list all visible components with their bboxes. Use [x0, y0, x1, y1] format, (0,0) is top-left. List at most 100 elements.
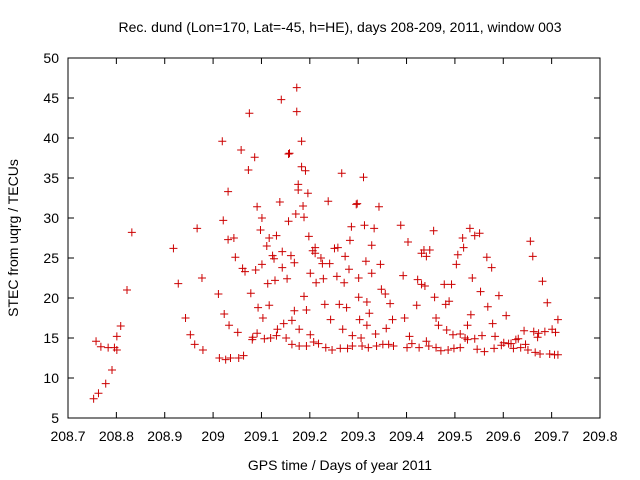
- data-point: [494, 291, 503, 300]
- data-point: [226, 354, 235, 362]
- data-point: [181, 314, 190, 322]
- data-point: [353, 199, 362, 208]
- data-point: [248, 333, 257, 342]
- x-tick-label: 208.8: [99, 428, 134, 444]
- data-point: [272, 231, 281, 240]
- data-point: [488, 319, 497, 328]
- data-point: [273, 325, 282, 334]
- data-point: [480, 347, 489, 356]
- data-point: [490, 344, 499, 353]
- x-tick-label: 208.7: [50, 428, 85, 444]
- data-point: [540, 327, 549, 336]
- data-point: [112, 346, 121, 354]
- data-point: [314, 339, 323, 348]
- data-point: [290, 258, 299, 267]
- data-point: [352, 200, 361, 209]
- data-point: [285, 149, 294, 158]
- data-point: [89, 394, 98, 403]
- data-point: [365, 309, 374, 318]
- data-point: [279, 319, 288, 328]
- data-point: [364, 343, 373, 352]
- x-axis-label: GPS time / Days of year 2011: [248, 457, 432, 473]
- data-point: [268, 251, 277, 260]
- data-point: [174, 279, 183, 288]
- y-tick-label: 20: [43, 290, 59, 306]
- data-point: [374, 202, 383, 211]
- data-point: [533, 333, 542, 342]
- data-point: [463, 335, 472, 344]
- data-point: [360, 221, 369, 230]
- tick-marks: [67, 57, 601, 419]
- data-point: [338, 325, 347, 334]
- data-point: [348, 342, 357, 350]
- data-point: [417, 280, 426, 289]
- data-point: [294, 186, 303, 194]
- data-point: [112, 332, 121, 341]
- data-point: [507, 339, 516, 348]
- data-point: [233, 328, 242, 337]
- data-point: [220, 310, 229, 318]
- data-point: [321, 343, 330, 352]
- data-point: [270, 276, 279, 285]
- data-point: [424, 342, 433, 350]
- data-point: [523, 346, 532, 354]
- x-tick-label: 209.5: [437, 428, 472, 444]
- data-point: [287, 340, 296, 349]
- data-point: [413, 275, 422, 284]
- data-point: [499, 338, 508, 347]
- data-point: [316, 254, 325, 262]
- data-point: [239, 351, 248, 360]
- data-point: [277, 95, 286, 104]
- data-point: [449, 344, 458, 353]
- data-point: [526, 237, 535, 246]
- data-point: [245, 109, 254, 118]
- data-point: [101, 379, 110, 388]
- data-point: [551, 328, 560, 337]
- data-point: [224, 187, 233, 196]
- data-point: [262, 242, 271, 250]
- data-point: [367, 241, 376, 250]
- data-point: [473, 345, 482, 354]
- data-point: [340, 278, 349, 287]
- data-point: [545, 350, 554, 358]
- data-point: [278, 263, 287, 272]
- data-point: [324, 197, 333, 206]
- data-point: [332, 272, 341, 281]
- data-point: [396, 221, 405, 230]
- data-point: [123, 286, 132, 294]
- data-point: [237, 146, 246, 154]
- data-point: [521, 340, 530, 349]
- data-point: [256, 226, 265, 234]
- data-point: [430, 293, 439, 302]
- data-point: [186, 330, 195, 339]
- data-point: [400, 314, 409, 322]
- data-point: [475, 229, 484, 238]
- data-point: [263, 279, 272, 288]
- data-point: [362, 321, 371, 330]
- data-point: [253, 329, 262, 338]
- data-point: [300, 213, 309, 222]
- data-point: [335, 300, 344, 309]
- data-point: [403, 343, 412, 352]
- y-tick-label: 15: [43, 330, 59, 346]
- data-point: [444, 346, 453, 354]
- data-point: [447, 280, 456, 289]
- data-point: [333, 243, 342, 252]
- data-point: [436, 346, 445, 355]
- data-point: [370, 224, 379, 233]
- y-tick-label: 50: [43, 50, 59, 66]
- data-point: [354, 274, 363, 282]
- data-point: [266, 334, 275, 342]
- data-point: [301, 166, 310, 175]
- data-point: [415, 343, 424, 352]
- data-point: [516, 343, 525, 352]
- data-point: [244, 166, 253, 174]
- data-point: [341, 252, 350, 261]
- data-point: [441, 300, 450, 309]
- data-point: [448, 330, 457, 339]
- data-point: [299, 202, 308, 210]
- data-point: [491, 332, 500, 341]
- data-point: [355, 315, 364, 324]
- data-point: [432, 343, 441, 352]
- data-point: [325, 259, 334, 268]
